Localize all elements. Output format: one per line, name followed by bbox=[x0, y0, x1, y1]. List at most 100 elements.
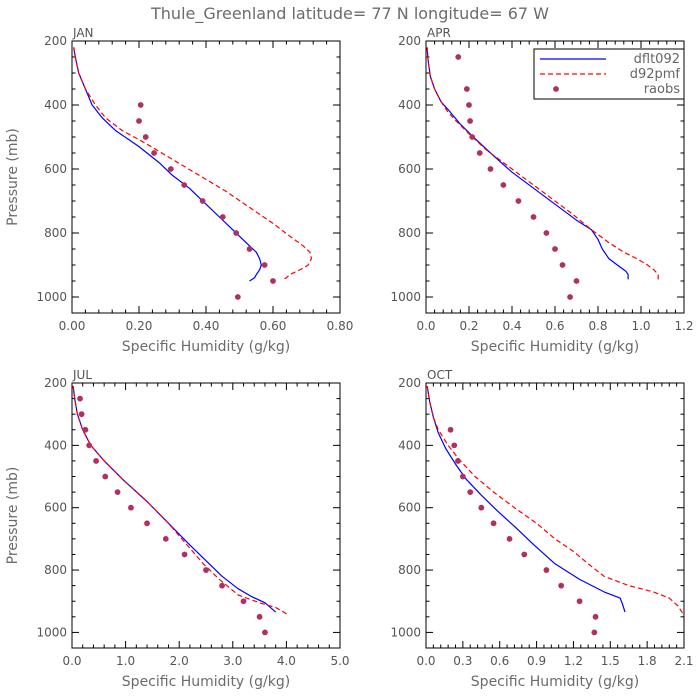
y-tick-label: 600 bbox=[398, 501, 421, 515]
data-point-raobs bbox=[78, 411, 85, 418]
plot-frame bbox=[71, 382, 341, 649]
y-axis-title: Pressure (mb) bbox=[5, 467, 21, 565]
panel-jan: JAN 0.00 0.20 0.40 0.60 0.80 200 400 600 800 1000 S… bbox=[5, 26, 353, 355]
x-tick-label: 0.4 bbox=[502, 319, 521, 333]
y-tick-label: 1000 bbox=[36, 290, 67, 304]
y-tick-label: 800 bbox=[398, 226, 421, 240]
data-point-raobs bbox=[500, 182, 507, 188]
data-point-raobs bbox=[573, 278, 580, 284]
data-point-raobs bbox=[233, 230, 240, 236]
data-point-raobs bbox=[543, 230, 550, 236]
y-tick-label: 200 bbox=[398, 376, 421, 390]
data-point-raobs bbox=[478, 504, 485, 511]
series-line-dflt092 bbox=[426, 47, 629, 280]
x-tick-label: 5.0 bbox=[330, 654, 349, 668]
y-tick-label: 200 bbox=[44, 376, 67, 390]
data-area bbox=[426, 386, 684, 636]
data-point-raobs bbox=[447, 426, 454, 433]
data-area bbox=[73, 47, 313, 300]
data-point-raobs bbox=[144, 520, 150, 527]
data-point-raobs bbox=[167, 166, 174, 172]
data-point-raobs bbox=[559, 262, 566, 268]
data-point-raobs bbox=[467, 118, 473, 124]
panel-month-label: JUL bbox=[72, 368, 92, 382]
y-tick-label: 1000 bbox=[36, 625, 67, 639]
series-line-d92pmf bbox=[72, 386, 290, 616]
x-tick-label: 0.0 bbox=[416, 319, 435, 333]
data-point-raobs bbox=[181, 182, 188, 188]
y-tick-label: 800 bbox=[398, 563, 421, 577]
data-point-raobs bbox=[240, 598, 247, 605]
y-tick-label: 400 bbox=[44, 438, 67, 452]
data-point-raobs bbox=[552, 246, 558, 252]
data-point-raobs bbox=[521, 551, 528, 558]
x-tick-label: 0.0 bbox=[416, 654, 435, 668]
y-tick-label: 800 bbox=[44, 563, 67, 577]
x-tick-label: 2.0 bbox=[170, 654, 189, 668]
x-axis-title: Specific Humidity (g/kg) bbox=[122, 339, 290, 355]
panel-month-label: OCT bbox=[427, 368, 453, 382]
data-point-raobs bbox=[451, 442, 458, 449]
y-tick-label: 1000 bbox=[390, 625, 421, 639]
data-point-raobs bbox=[151, 150, 157, 156]
x-tick-label: 0.8 bbox=[588, 319, 607, 333]
y-tick-label: 400 bbox=[44, 98, 67, 112]
data-point-raobs bbox=[490, 520, 497, 527]
x-tick-label: 1.0 bbox=[116, 654, 135, 668]
panel-apr: APR 0.0 0.2 0.4 0.6 0.8 1.0 1.2 200 400 600 800 1000… bbox=[390, 26, 693, 355]
panel-oct: OCT 0.0 0.3 0.6 0.9 1.2 1.5 1.8 2.1 200 400 600 800 1… bbox=[390, 368, 693, 690]
y-tick-label: 600 bbox=[44, 162, 67, 176]
data-point-raobs bbox=[142, 134, 149, 140]
y-tick-label: 600 bbox=[398, 162, 421, 176]
data-point-raobs bbox=[567, 294, 573, 300]
series-line-d92pmf bbox=[73, 47, 313, 280]
data-point-raobs bbox=[114, 489, 121, 496]
y-tick-label: 200 bbox=[398, 34, 421, 48]
data-point-raobs bbox=[199, 198, 206, 204]
x-tick-label: 3.0 bbox=[223, 654, 242, 668]
data-point-raobs bbox=[506, 535, 513, 542]
x-tick-label: 0.6 bbox=[545, 319, 564, 333]
legend-marker-raobs bbox=[553, 86, 559, 92]
panel-month-label: JAN bbox=[72, 26, 94, 40]
data-point-raobs bbox=[467, 489, 474, 496]
data-area bbox=[72, 386, 290, 636]
x-tick-label: 0.40 bbox=[193, 319, 220, 333]
x-tick-label: 0.80 bbox=[327, 319, 354, 333]
plot-frame bbox=[425, 382, 685, 649]
data-point-raobs bbox=[261, 262, 268, 268]
panels: JAN 0.00 0.20 0.40 0.60 0.80 200 400 600 800 1000 S… bbox=[5, 26, 694, 690]
data-point-raobs bbox=[270, 278, 276, 284]
data-point-raobs bbox=[515, 198, 522, 204]
data-point-raobs bbox=[82, 426, 89, 433]
data-point-raobs bbox=[466, 102, 472, 108]
series-line-d92pmf bbox=[426, 47, 659, 280]
data-point-raobs bbox=[234, 294, 241, 300]
series-line-dflt092 bbox=[426, 386, 626, 613]
panel-month-label: APR bbox=[427, 26, 451, 40]
x-tick-label: 0.00 bbox=[59, 319, 86, 333]
data-point-raobs bbox=[256, 613, 263, 620]
data-point-raobs bbox=[543, 567, 550, 573]
y-tick-label: 400 bbox=[398, 98, 421, 112]
figure-title: Thule_Greenland latitude= 77 N longitude… bbox=[150, 4, 549, 24]
data-point-raobs bbox=[576, 598, 583, 605]
data-point-raobs bbox=[77, 395, 83, 402]
x-axis-title: Specific Humidity (g/kg) bbox=[471, 339, 639, 355]
x-tick-label: 0.3 bbox=[453, 654, 472, 668]
x-axis-title: Specific Humidity (g/kg) bbox=[122, 674, 290, 690]
plot-frame bbox=[71, 40, 341, 314]
data-point-raobs bbox=[137, 102, 144, 108]
series-line-dflt092 bbox=[73, 47, 262, 282]
panel-jul: JUL 0.0 1.0 2.0 3.0 4.0 5.0 200 400 600 800 1000 Spe… bbox=[5, 368, 350, 690]
y-axis-title: Pressure (mb) bbox=[5, 128, 21, 226]
x-tick-label: 1.5 bbox=[601, 654, 620, 668]
series-line-d92pmf bbox=[426, 386, 684, 616]
data-point-raobs bbox=[162, 535, 169, 542]
data-point-raobs bbox=[128, 504, 134, 511]
y-tick-label: 600 bbox=[44, 501, 67, 515]
data-point-raobs bbox=[219, 582, 225, 589]
x-tick-label: 0.6 bbox=[490, 654, 509, 668]
